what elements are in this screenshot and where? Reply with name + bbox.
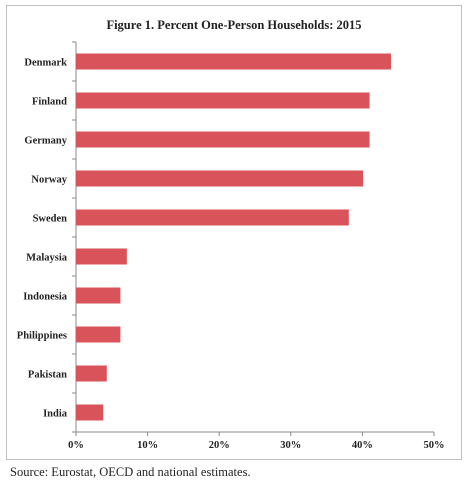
bar-malaysia [76,248,127,265]
x-tick-label: 20% [209,440,230,451]
bars-layer [76,53,392,421]
bar-germany [76,131,370,148]
bar-finland [76,92,370,109]
bar-pakistan [76,365,107,382]
category-label: Germany [24,136,67,147]
x-tick-label: 40% [352,440,373,451]
category-label: Norway [31,175,67,186]
x-tick-label: 10% [137,440,158,451]
x-tick-label: 0% [68,440,84,451]
category-label: Malaysia [26,253,68,264]
chart-frame: Figure 1. Percent One-Person Households:… [6,5,462,460]
category-label: Philippines [17,331,67,342]
chart-title: Figure 1. Percent One-Person Households:… [106,18,362,32]
bar-sweden [76,209,349,226]
bar-india [76,404,104,421]
x-tick-label: 50% [424,440,445,451]
bar-denmark [76,53,392,70]
labels-layer: 0% 10% 20% 30% 40% 50% Denmark Finland Germany No… [17,58,445,452]
category-label: Finland [32,97,67,108]
x-tick-label: 30% [280,440,301,451]
source-note: Source: Eurostat, OECD and national esti… [10,465,251,479]
category-label: Indonesia [23,292,68,303]
bar-norway [76,170,364,187]
category-label: Sweden [33,214,68,225]
bar-philippines [76,326,121,343]
category-label: Pakistan [28,370,67,381]
bar-indonesia [76,287,121,304]
category-label: Denmark [24,58,67,69]
category-label: India [43,409,68,420]
